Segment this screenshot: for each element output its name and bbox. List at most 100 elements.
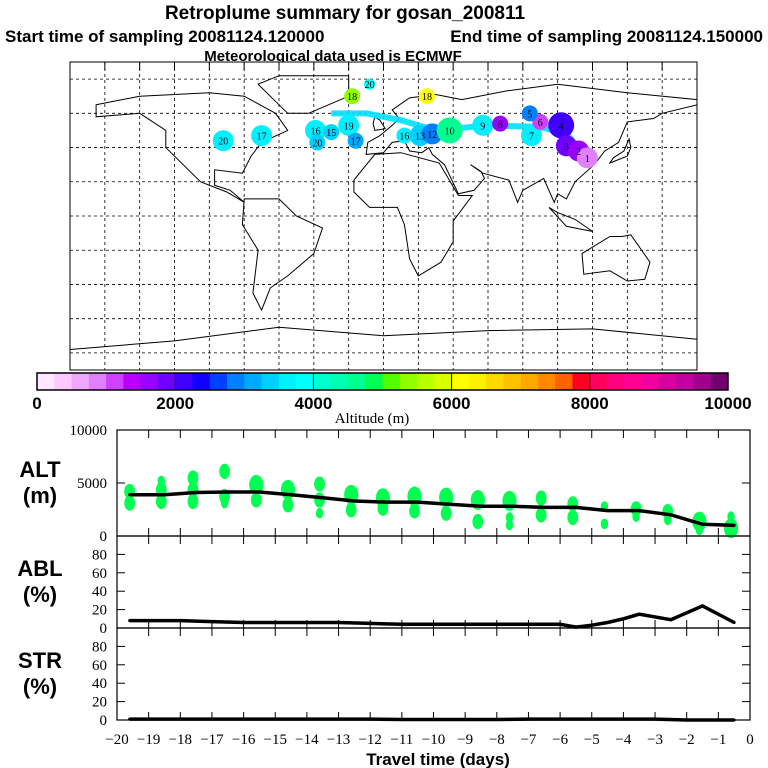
- particle-point: [535, 507, 547, 523]
- panel-abl: 0 20 40 60 80 ABL(%): [17, 535, 751, 637]
- particle-point: [664, 514, 672, 526]
- particle-point: [124, 495, 136, 511]
- particle-point: [187, 470, 199, 486]
- plume-marker: [364, 78, 376, 90]
- panel-label-str: STR: [18, 648, 62, 673]
- plume-marker: [521, 105, 538, 122]
- coastline-australia: [581, 234, 651, 282]
- particle-point: [567, 509, 579, 526]
- colorbar-swatch: [503, 373, 522, 390]
- series-point: [511, 504, 515, 508]
- series-point: [194, 491, 198, 495]
- plume-marker: [347, 132, 364, 149]
- plume-marker-label: 6: [538, 118, 543, 129]
- x-tick-label: −11: [390, 732, 413, 748]
- colorbar-swatch: [347, 373, 366, 390]
- colorbar-tick-label: 6000: [433, 394, 471, 413]
- particle-point: [600, 518, 609, 530]
- plume-marker: [396, 127, 413, 144]
- colorbar-swatch: [520, 373, 539, 390]
- coastline-antarctica: [69, 326, 698, 350]
- plume-marker-label: 9: [480, 121, 485, 132]
- series-point: [669, 618, 673, 622]
- x-tick-label: −15: [264, 732, 287, 748]
- colorbar-swatch: [382, 373, 401, 390]
- particle-point: [280, 479, 296, 500]
- plume-marker-label: 10: [445, 126, 455, 137]
- colorbar-swatch: [278, 373, 297, 390]
- colorbar-swatch: [399, 373, 418, 390]
- particle-point: [695, 524, 704, 536]
- y-tick-label: 40: [92, 584, 107, 600]
- particle-point: [377, 500, 389, 516]
- x-tick-label: −8: [489, 732, 505, 748]
- series-point: [447, 502, 451, 506]
- start-time: Start time of sampling 20081124.120000: [5, 27, 324, 46]
- colorbar-swatch: [244, 373, 263, 390]
- plume-marker-label: 16: [399, 132, 409, 143]
- series-point: [128, 717, 132, 721]
- particle-point: [250, 492, 262, 508]
- colorbar-tick-label: 8000: [571, 394, 609, 413]
- series-point: [558, 622, 562, 626]
- plume-marker: [323, 124, 340, 141]
- colorbar-tick-label: 2000: [156, 394, 194, 413]
- series-point: [257, 490, 261, 494]
- particle-point: [155, 493, 167, 510]
- colorbar-tick-label: 4000: [294, 394, 332, 413]
- colorbar-swatch: [537, 373, 556, 390]
- colorbar-swatch: [417, 373, 435, 390]
- y-tick-label: 60: [92, 658, 107, 674]
- panel-frame: [116, 627, 751, 721]
- colorbar-swatch: [71, 373, 90, 390]
- series-point: [337, 620, 341, 624]
- series-point: [416, 500, 420, 504]
- colorbar-swatch: [710, 373, 729, 390]
- series-point: [621, 617, 625, 621]
- colorbar-swatch: [209, 373, 228, 390]
- particle-point: [723, 518, 739, 539]
- plume-marker: [309, 134, 326, 151]
- x-tick-label: −13: [327, 732, 350, 748]
- plume-marker-label: 16: [311, 126, 321, 137]
- plume-marker-label: 20: [365, 80, 375, 91]
- particle-point: [220, 497, 229, 509]
- series-point: [352, 499, 356, 503]
- plume-marker-label: 20: [312, 138, 322, 149]
- colorbar-swatch: [261, 373, 280, 390]
- y-tick-label: 80: [92, 547, 107, 563]
- plume-marker-label: 8: [498, 120, 503, 131]
- series-point: [732, 718, 736, 722]
- panel-alt: 0 5000 10000 ALT(m): [19, 423, 751, 545]
- x-tick-label: −19: [137, 732, 160, 748]
- y-tick-label: 5000: [77, 476, 107, 492]
- colorbar-swatch: [607, 373, 625, 390]
- series-point: [400, 718, 404, 722]
- colorbar-swatch: [175, 373, 193, 390]
- plume-marker-label: 17: [257, 132, 267, 143]
- series-point: [273, 620, 277, 624]
- series-point: [685, 718, 689, 722]
- colorbar-swatch: [468, 373, 487, 390]
- coastline-north-america: [95, 92, 289, 203]
- particle-point: [409, 503, 420, 519]
- colorbar-swatch: [641, 373, 660, 390]
- colorbar-label: Altitude (m): [335, 411, 410, 427]
- series-point: [542, 505, 546, 509]
- coastline-eurasia: [365, 83, 698, 204]
- plume-marker-label: 2: [576, 147, 581, 158]
- series-point: [400, 622, 404, 626]
- series-point: [210, 620, 214, 624]
- series-point: [701, 522, 705, 526]
- plume-marker: [548, 112, 575, 139]
- colorbar-swatch: [313, 373, 332, 390]
- colorbar-swatch: [451, 373, 470, 390]
- plume-marker-label: 1: [585, 154, 590, 165]
- particle-point: [249, 474, 264, 495]
- x-tick-label: −1: [710, 732, 726, 748]
- x-tick-label: −9: [457, 732, 473, 748]
- plume-marker-label: 12: [427, 130, 437, 141]
- colorbar-swatch: [365, 373, 383, 390]
- coastline-indonesia: [548, 206, 593, 232]
- particle-point: [632, 511, 640, 522]
